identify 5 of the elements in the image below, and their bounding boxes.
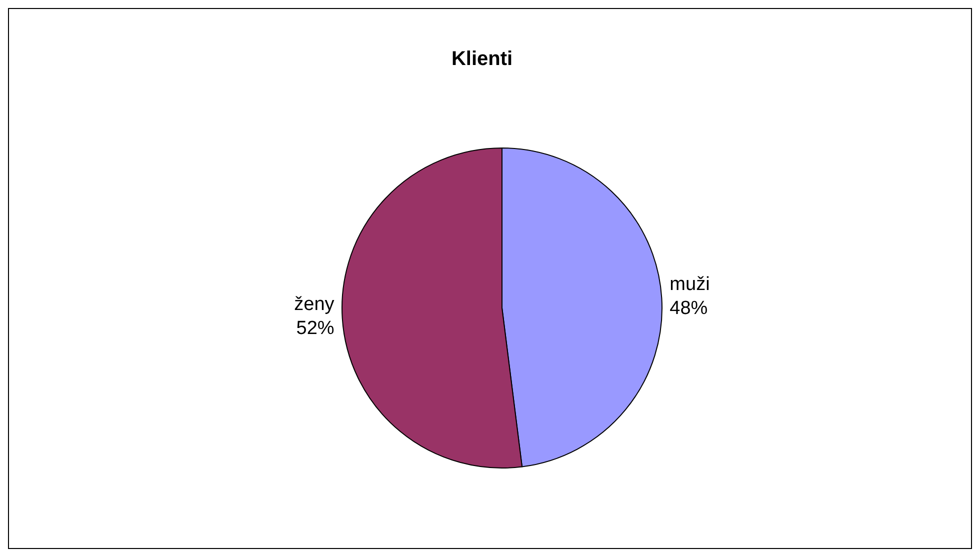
slice-label: ženy — [294, 294, 335, 316]
chart-title: Klienti — [451, 48, 513, 70]
data-label: 52% — [296, 318, 334, 340]
data-label: 48% — [670, 298, 708, 319]
slice-label: muži — [670, 274, 710, 295]
